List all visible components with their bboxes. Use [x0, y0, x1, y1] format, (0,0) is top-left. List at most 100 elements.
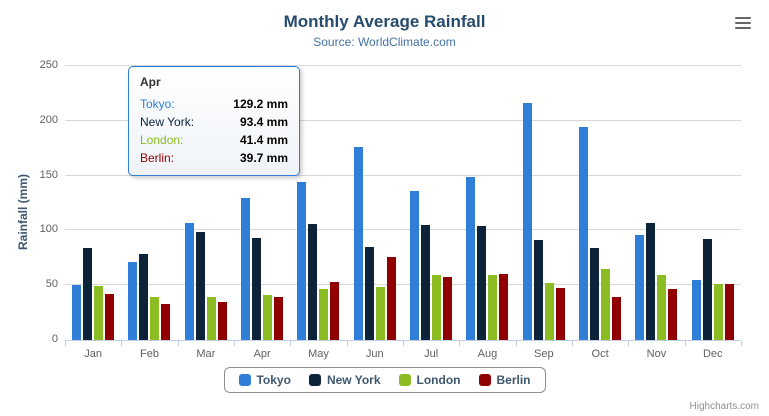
x-axis-label-apr: Apr	[253, 348, 271, 360]
chart-title: Monthly Average Rainfall	[283, 12, 486, 31]
x-axis-label-jan: Jan	[84, 348, 103, 360]
tooltip-table: Tokyo: 129.2 mm New York: 93.4 mm London: 41.…	[140, 95, 288, 167]
bar-london-feb[interactable]	[150, 297, 160, 340]
tooltip-series-name: New York:	[140, 115, 195, 129]
x-axis-label-may: May	[308, 348, 329, 360]
tooltip-series-value: 129.2 mm	[233, 97, 288, 111]
bar-new-york-nov[interactable]	[646, 223, 656, 340]
gridline	[65, 174, 741, 176]
category-group-aug	[459, 66, 515, 340]
bar-london-oct[interactable]	[601, 268, 611, 340]
legend-label: New York	[326, 373, 381, 387]
bar-london-mar[interactable]	[206, 296, 216, 340]
tooltip-row-tokyo: Tokyo: 129.2 mm	[140, 95, 288, 113]
x-axis-tick	[346, 341, 348, 346]
x-axis-tick	[65, 341, 66, 346]
bar-tokyo-oct[interactable]	[579, 127, 589, 340]
plot-area	[65, 65, 741, 341]
bar-berlin-aug[interactable]	[499, 273, 509, 340]
bar-london-apr[interactable]	[263, 294, 273, 340]
bar-new-york-may[interactable]	[308, 223, 318, 340]
legend-symbol	[308, 374, 321, 386]
tooltip-series-name: Berlin:	[140, 151, 175, 165]
bar-berlin-sep[interactable]	[555, 287, 565, 340]
bar-new-york-jun[interactable]	[364, 247, 374, 340]
category-group-jun	[347, 66, 403, 340]
x-axis-tick	[234, 341, 235, 346]
y-axis-label: 150	[39, 168, 58, 181]
bar-berlin-dec[interactable]	[724, 284, 734, 340]
y-axis-label: 250	[39, 59, 58, 71]
menu-line	[735, 27, 751, 29]
category-group-may	[290, 66, 346, 340]
legend-label: London	[416, 373, 461, 387]
credits-link[interactable]: Highcharts.com	[689, 401, 759, 412]
bar-tokyo-jan[interactable]	[72, 285, 82, 340]
tooltip-series-value: 39.7 mm	[239, 151, 288, 165]
bar-berlin-nov[interactable]	[668, 288, 678, 340]
bar-new-york-jul[interactable]	[421, 224, 431, 340]
bar-berlin-may[interactable]	[330, 282, 340, 340]
tooltip-row-berlin: Berlin: 39.7 mm	[140, 149, 288, 167]
x-axis-tick	[572, 341, 573, 346]
bar-tokyo-feb[interactable]	[128, 261, 138, 340]
bar-berlin-feb[interactable]	[161, 303, 171, 340]
bar-london-jun[interactable]	[375, 287, 385, 340]
bar-tokyo-mar[interactable]	[184, 223, 194, 340]
bar-new-york-feb[interactable]	[139, 253, 149, 340]
bar-tokyo-jun[interactable]	[353, 147, 363, 340]
tooltip-series-value: 41.4 mm	[239, 133, 288, 147]
legend-item-new-york[interactable]: New York	[308, 373, 381, 387]
tooltip-series-value: 93.4 mm	[239, 115, 288, 129]
bar-tokyo-may[interactable]	[297, 182, 307, 340]
bar-london-jan[interactable]	[94, 286, 104, 340]
x-axis-label-nov: Nov	[646, 348, 667, 360]
x-axis-label-aug: Aug	[477, 348, 498, 360]
bar-berlin-jun[interactable]	[386, 257, 396, 340]
tooltip: Apr Tokyo: 129.2 mm New York: 93.4 mm London…	[128, 66, 300, 176]
legend-item-berlin[interactable]: Berlin	[478, 373, 531, 387]
bar-berlin-apr[interactable]	[274, 296, 284, 340]
bar-tokyo-apr[interactable]	[241, 198, 251, 340]
bar-tokyo-aug[interactable]	[466, 177, 476, 340]
bar-london-sep[interactable]	[544, 282, 554, 340]
bar-new-york-sep[interactable]	[533, 240, 543, 340]
bar-berlin-mar[interactable]	[217, 302, 227, 340]
bar-new-york-aug[interactable]	[477, 225, 487, 340]
bar-tokyo-dec[interactable]	[691, 280, 701, 340]
bar-london-nov[interactable]	[657, 275, 667, 340]
legend-item-london[interactable]: London	[398, 373, 461, 387]
bar-london-dec[interactable]	[713, 283, 723, 340]
bar-new-york-oct[interactable]	[590, 248, 600, 340]
bar-london-may[interactable]	[319, 288, 329, 340]
legend-item-tokyo[interactable]: Tokyo	[238, 373, 291, 387]
bar-new-york-mar[interactable]	[195, 232, 205, 340]
bar-berlin-jan[interactable]	[105, 293, 115, 340]
x-axis-label-dec: Dec	[702, 348, 723, 360]
bar-berlin-oct[interactable]	[612, 297, 622, 340]
chart-menu-icon[interactable]	[735, 17, 751, 29]
legend-symbol	[478, 374, 491, 386]
bar-new-york-jan[interactable]	[83, 248, 93, 340]
bar-tokyo-nov[interactable]	[635, 235, 645, 340]
legend-symbol	[238, 374, 251, 386]
x-axis-tick	[403, 341, 404, 346]
category-group-dec	[685, 66, 741, 340]
x-axis-label-sep: Sep	[534, 348, 554, 360]
bar-london-aug[interactable]	[488, 274, 498, 340]
bar-tokyo-sep[interactable]	[522, 102, 532, 340]
y-axis-labels: 0 50 100 150 200 250	[20, 59, 58, 345]
bar-new-york-dec[interactable]	[702, 238, 712, 340]
category-group-nov	[628, 66, 684, 340]
menu-line	[735, 17, 751, 19]
bar-new-york-apr[interactable]	[252, 237, 262, 340]
legend: Tokyo New York London Berlin	[223, 367, 546, 393]
tooltip-header: Apr	[140, 75, 161, 89]
gridline	[65, 229, 741, 231]
bar-london-jul[interactable]	[432, 275, 442, 340]
x-axis-labels: Jan Feb Mar Apr May Jun Jul Aug Sep Oct Nov Dec	[65, 348, 741, 360]
x-axis-tick	[121, 341, 123, 346]
bar-tokyo-jul[interactable]	[410, 191, 420, 340]
bar-berlin-jul[interactable]	[443, 277, 453, 340]
